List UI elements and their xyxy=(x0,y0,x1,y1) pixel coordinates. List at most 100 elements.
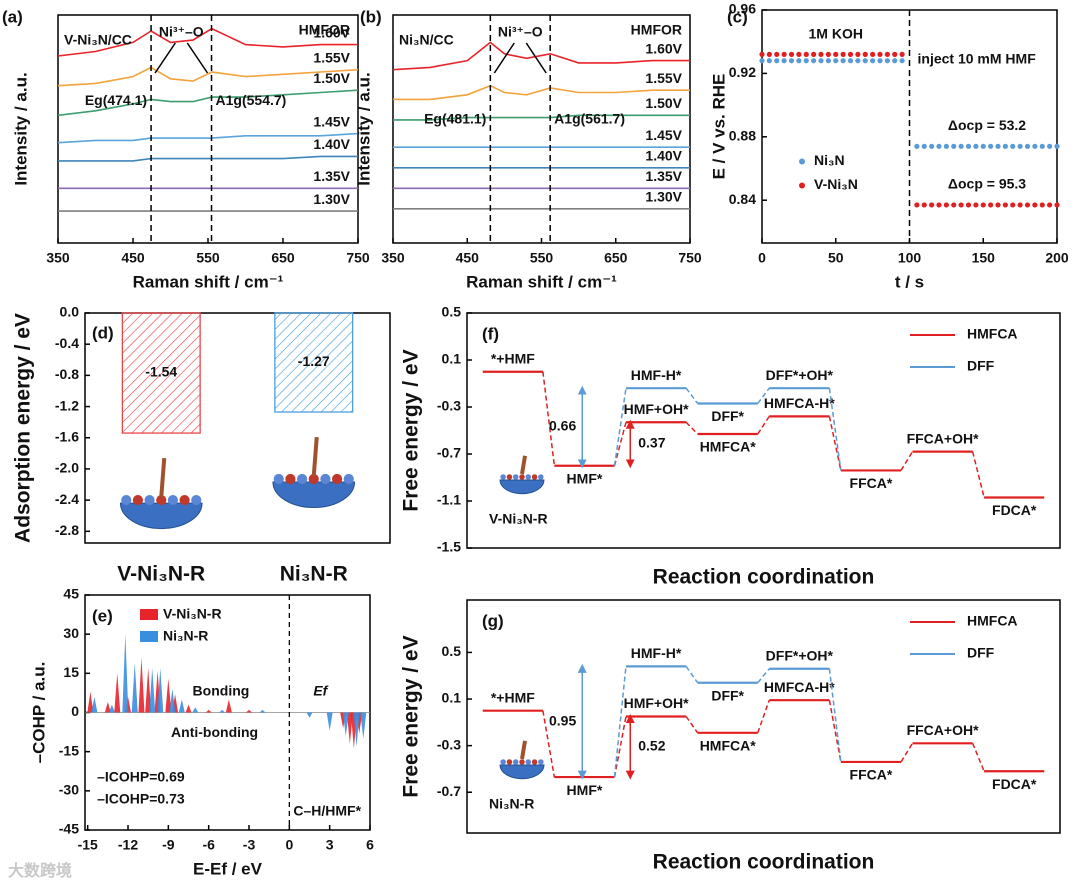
spectrum-line xyxy=(57,27,358,57)
y-axis-title: –COHP / a.u. xyxy=(29,662,48,764)
catalyst-slab xyxy=(499,479,545,495)
panel-label: (d) xyxy=(92,323,114,342)
y-axis-title: Intensity / a.u. xyxy=(11,72,30,185)
level-label: HMFCA-H* xyxy=(764,679,835,695)
surface-atom xyxy=(519,474,525,480)
cohp-peak xyxy=(360,712,367,739)
panel-label: (c) xyxy=(727,7,748,26)
data-point xyxy=(936,202,942,208)
y-tick-label: 0.96 xyxy=(729,1,756,17)
peak-label: A1g(561.7) xyxy=(554,110,625,126)
x-tick-label: 750 xyxy=(678,250,702,266)
level-label: HMF+OH* xyxy=(624,695,690,711)
level-label: *+HMF xyxy=(491,350,535,366)
surface-atom xyxy=(531,759,538,765)
series-label: 1.35V xyxy=(645,168,682,184)
data-point xyxy=(1010,202,1016,208)
data-point xyxy=(1047,143,1053,149)
y-axis-title: Adsorption energy / eV xyxy=(12,313,35,543)
level-label: FFCA* xyxy=(850,475,893,491)
surface-atom xyxy=(320,473,331,485)
data-point xyxy=(781,58,787,64)
x-tick-label: 3 xyxy=(326,837,334,853)
peak-label: Eg(481.1) xyxy=(424,110,486,126)
cohp-peak xyxy=(185,704,192,713)
level-label: FFCA+OH* xyxy=(907,722,980,738)
level-label: DFF*+OH* xyxy=(766,367,834,383)
x-tick-label: -15 xyxy=(78,837,98,853)
spectrum-line xyxy=(393,84,690,101)
data-point xyxy=(759,51,765,57)
level-label: HMF-H* xyxy=(631,367,682,383)
y-tick-label: -0.7 xyxy=(437,445,461,461)
legend-label: Ni₃N xyxy=(814,152,845,168)
y-tick-label: -0.3 xyxy=(437,736,461,752)
surface-atom xyxy=(525,759,532,765)
data-point xyxy=(811,51,817,57)
surface-atom xyxy=(331,473,343,485)
data-point xyxy=(884,58,890,64)
legend-label: DFF xyxy=(967,358,995,374)
data-point xyxy=(921,143,927,149)
data-point xyxy=(988,202,994,208)
x-tick-label: -12 xyxy=(118,837,138,853)
plot-frame xyxy=(84,312,391,544)
x-tick-label: 750 xyxy=(346,250,370,266)
data-point xyxy=(980,202,986,208)
level-label: HMFCA* xyxy=(700,439,757,455)
data-point xyxy=(855,58,861,64)
data-point xyxy=(833,58,839,64)
icohp-label: –ICOHP=0.73 xyxy=(97,790,185,806)
data-point xyxy=(929,143,935,149)
surface-atom xyxy=(156,494,167,506)
level-label: HMF-H* xyxy=(631,645,682,661)
data-point xyxy=(774,51,780,57)
delta-label: Δocp = 95.3 xyxy=(948,176,1026,192)
data-point xyxy=(884,51,890,57)
data-point xyxy=(914,202,920,208)
cohp-peak xyxy=(205,709,212,713)
data-point xyxy=(995,143,1001,149)
y-tick-label: -2.8 xyxy=(55,522,79,538)
data-point xyxy=(855,51,861,57)
data-point xyxy=(862,51,868,57)
data-point xyxy=(1039,202,1045,208)
surface-atom xyxy=(296,473,308,485)
data-point xyxy=(870,58,876,64)
connector xyxy=(685,421,699,435)
y-axis-title: E / V vs. RHE xyxy=(709,74,728,180)
data-point xyxy=(1002,143,1008,149)
cohp-peak xyxy=(122,634,129,713)
data-point xyxy=(965,143,972,149)
data-point xyxy=(951,143,957,149)
category-label: Ni₃N-R xyxy=(280,563,348,586)
level-label: DFF* xyxy=(711,408,744,424)
level-label: FFCA* xyxy=(850,767,893,783)
connector xyxy=(900,742,914,763)
cohp-peak xyxy=(219,709,226,713)
x-tick-label: 0 xyxy=(758,250,766,266)
data-point xyxy=(899,58,905,64)
series-label: 1.45V xyxy=(313,113,350,129)
x-axis-title: Reaction coordination xyxy=(653,851,875,874)
connector xyxy=(613,388,627,466)
data-point xyxy=(818,58,824,64)
spectrum-line xyxy=(57,66,359,87)
cohp-peak xyxy=(246,709,253,713)
connector xyxy=(542,710,556,778)
species-label: Ni³⁺–O xyxy=(498,24,543,40)
connector xyxy=(613,666,627,778)
species-arrow xyxy=(493,42,515,74)
species-arrow xyxy=(186,42,209,74)
level-label: FDCA* xyxy=(992,502,1037,518)
cohp-peak xyxy=(108,704,115,713)
data-point xyxy=(840,51,846,57)
surface-atom xyxy=(308,473,319,485)
cohp-peak xyxy=(178,699,185,713)
connector xyxy=(971,743,985,772)
legend-label: V-Ni₃N xyxy=(814,176,858,192)
x-tick-label: -9 xyxy=(162,837,175,853)
y-tick-label: 0 xyxy=(71,703,79,719)
series-label: 1.30V xyxy=(645,189,682,205)
